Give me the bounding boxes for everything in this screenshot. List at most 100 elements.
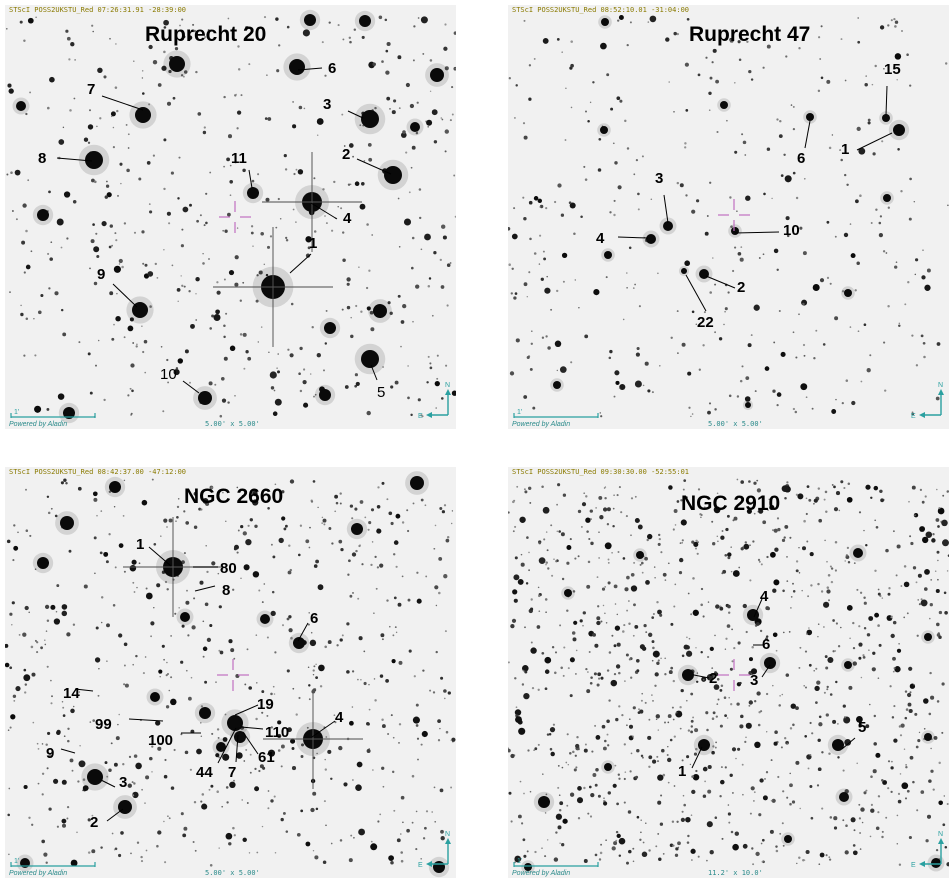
star bbox=[151, 478, 154, 481]
star bbox=[349, 720, 354, 726]
star bbox=[766, 44, 771, 49]
star bbox=[45, 743, 48, 746]
compass-east-head bbox=[919, 861, 925, 867]
star bbox=[718, 337, 723, 341]
leader-line bbox=[235, 734, 239, 763]
star bbox=[313, 177, 316, 180]
star bbox=[371, 541, 374, 543]
star bbox=[236, 127, 239, 130]
star bbox=[795, 356, 798, 359]
star bbox=[716, 703, 719, 705]
star bbox=[514, 556, 518, 560]
star bbox=[109, 291, 114, 296]
star bbox=[863, 601, 867, 605]
star bbox=[25, 229, 28, 233]
star bbox=[566, 545, 572, 550]
star bbox=[396, 838, 401, 843]
star bbox=[792, 582, 794, 585]
star bbox=[829, 565, 832, 568]
star bbox=[619, 99, 623, 103]
star bbox=[114, 232, 117, 235]
star bbox=[685, 816, 691, 823]
star bbox=[103, 398, 106, 402]
star bbox=[837, 645, 841, 648]
star bbox=[34, 639, 37, 642]
star bbox=[538, 263, 541, 265]
star bbox=[639, 563, 642, 566]
star bbox=[298, 105, 303, 110]
star bbox=[53, 778, 59, 784]
star bbox=[307, 666, 310, 668]
star bbox=[398, 742, 400, 744]
star bbox=[228, 270, 235, 276]
bright-star bbox=[198, 391, 212, 405]
star bbox=[689, 763, 692, 766]
star bbox=[878, 232, 884, 238]
star bbox=[407, 598, 411, 602]
star bbox=[736, 210, 738, 212]
star bbox=[389, 625, 391, 628]
star bbox=[184, 349, 189, 354]
star bbox=[28, 611, 30, 614]
star bbox=[580, 215, 583, 218]
star bbox=[893, 738, 898, 743]
star bbox=[359, 544, 361, 547]
star bbox=[321, 522, 324, 524]
star bbox=[51, 695, 53, 698]
star bbox=[400, 795, 405, 800]
star bbox=[818, 36, 821, 39]
star bbox=[709, 850, 714, 855]
star bbox=[127, 783, 132, 788]
star bbox=[688, 406, 691, 409]
star bbox=[203, 224, 206, 227]
star bbox=[280, 817, 284, 822]
star bbox=[97, 339, 100, 342]
star-label-3: 3 bbox=[750, 672, 759, 689]
star bbox=[344, 385, 349, 389]
star bbox=[446, 536, 450, 539]
star bbox=[182, 833, 187, 838]
star bbox=[833, 826, 838, 830]
star bbox=[402, 130, 406, 134]
star bbox=[667, 562, 670, 565]
star bbox=[767, 509, 769, 511]
star bbox=[530, 598, 533, 601]
star bbox=[252, 499, 259, 506]
star bbox=[676, 712, 678, 714]
star bbox=[200, 705, 204, 708]
star bbox=[691, 775, 694, 778]
star bbox=[558, 809, 562, 812]
star bbox=[366, 749, 371, 753]
star bbox=[539, 206, 541, 208]
star bbox=[920, 598, 923, 601]
star bbox=[538, 610, 541, 613]
star bbox=[157, 746, 162, 751]
star bbox=[450, 739, 452, 742]
star bbox=[512, 500, 515, 504]
star bbox=[733, 516, 738, 521]
star bbox=[628, 718, 631, 721]
star bbox=[858, 723, 863, 728]
star bbox=[151, 771, 153, 773]
star bbox=[111, 115, 113, 118]
star bbox=[267, 749, 276, 757]
star bbox=[844, 560, 846, 562]
star bbox=[645, 631, 648, 634]
star bbox=[730, 225, 733, 228]
star bbox=[204, 602, 209, 607]
star bbox=[104, 195, 109, 199]
star bbox=[727, 604, 731, 609]
star bbox=[759, 778, 764, 783]
star bbox=[726, 119, 728, 122]
star bbox=[878, 643, 882, 647]
star bbox=[766, 555, 769, 559]
star bbox=[771, 798, 776, 803]
bright-star bbox=[893, 124, 905, 136]
star bbox=[834, 569, 837, 572]
star bbox=[887, 592, 891, 596]
star bbox=[163, 658, 165, 661]
star bbox=[215, 753, 220, 758]
star bbox=[412, 716, 420, 724]
star bbox=[7, 83, 12, 88]
star bbox=[104, 761, 108, 765]
